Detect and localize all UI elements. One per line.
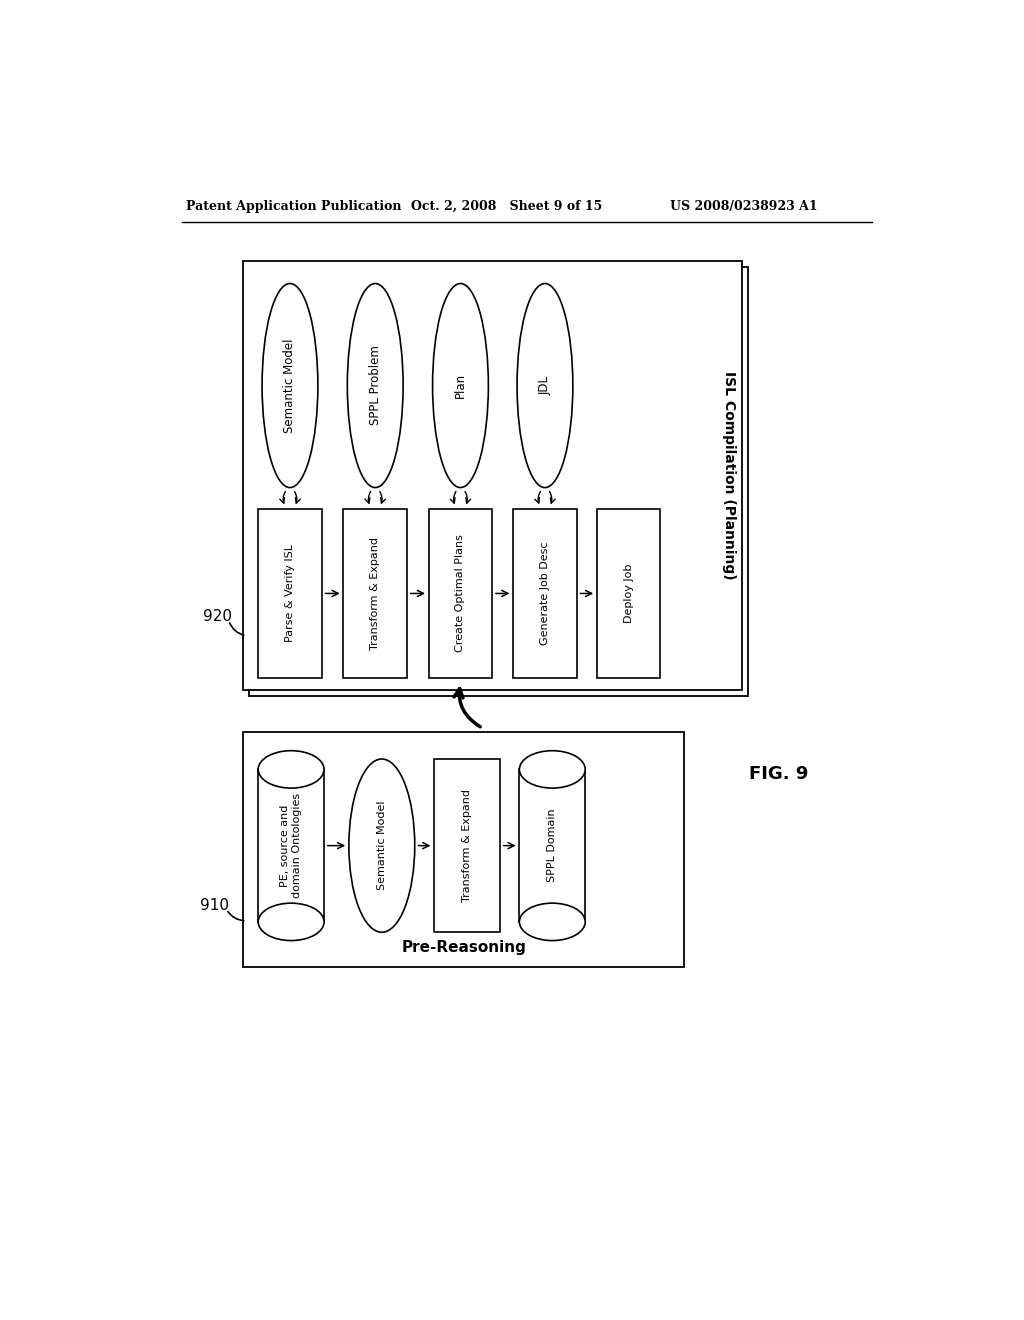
Bar	[343, 508, 407, 678]
Ellipse shape	[517, 284, 572, 487]
Text: 920: 920	[203, 609, 231, 624]
FancyArrowPatch shape	[454, 689, 480, 727]
Text: SPPL Domain: SPPL Domain	[547, 809, 557, 883]
Text: Transform & Expand: Transform & Expand	[462, 789, 472, 902]
Text: Patent Application Publication: Patent Application Publication	[186, 199, 401, 213]
Text: Generate Job Desc: Generate Job Desc	[540, 541, 550, 645]
Ellipse shape	[262, 284, 317, 487]
Text: Parse & Verify ISL: Parse & Verify ISL	[285, 544, 295, 643]
Bar	[513, 508, 577, 678]
Bar	[258, 770, 324, 921]
Text: US 2008/0238923 A1: US 2008/0238923 A1	[671, 199, 818, 213]
Bar	[243, 261, 741, 689]
Ellipse shape	[349, 759, 415, 932]
Text: Transform & Expand: Transform & Expand	[371, 537, 380, 649]
Text: Pre-Reasoning: Pre-Reasoning	[401, 940, 526, 956]
Text: Oct. 2, 2008   Sheet 9 of 15: Oct. 2, 2008 Sheet 9 of 15	[411, 199, 602, 213]
Ellipse shape	[258, 903, 324, 941]
Ellipse shape	[432, 284, 488, 487]
Ellipse shape	[258, 751, 324, 788]
Text: ISL Compilation (Planning): ISL Compilation (Planning)	[722, 371, 735, 579]
Text: Plan: Plan	[454, 374, 467, 399]
Text: Create Optimal Plans: Create Optimal Plans	[456, 535, 466, 652]
Bar	[258, 508, 322, 678]
Ellipse shape	[347, 284, 403, 487]
Text: Semantic Model: Semantic Model	[284, 338, 297, 433]
Bar	[597, 508, 660, 678]
Text: Deploy Job: Deploy Job	[624, 564, 634, 623]
Bar	[519, 770, 586, 921]
Text: SPPL Problem: SPPL Problem	[369, 346, 382, 425]
Bar	[434, 759, 500, 932]
Bar	[243, 733, 684, 966]
Text: Semantic Model: Semantic Model	[377, 801, 387, 891]
Text: FIG. 9: FIG. 9	[750, 766, 809, 783]
Ellipse shape	[519, 903, 586, 941]
Text: 910: 910	[201, 898, 229, 913]
Ellipse shape	[519, 751, 586, 788]
Bar	[429, 508, 493, 678]
Text: JDL: JDL	[539, 376, 552, 395]
Text: PE, source and
domain Ontologies: PE, source and domain Ontologies	[281, 793, 302, 898]
Bar	[249, 267, 748, 696]
